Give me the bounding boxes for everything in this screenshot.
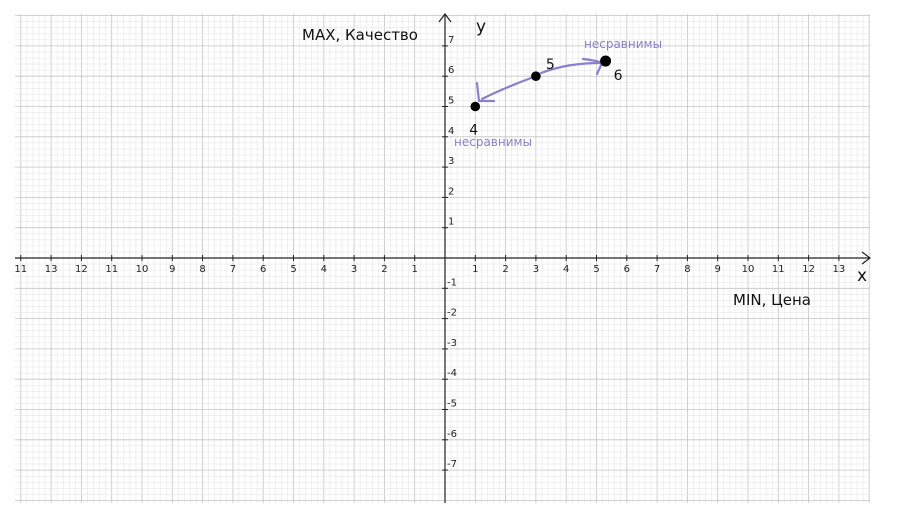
y-tick-labels: 1 2 3 4 5 6 7 -1 -2 -3 -4 -5 -6 -7 <box>442 35 457 471</box>
arrow-5-to-6 <box>539 61 603 75</box>
y-tick-label: 2 <box>448 186 454 197</box>
y-tick-label: -4 <box>447 368 457 379</box>
point-label-5: 5 <box>546 57 555 73</box>
y-tick-label: 3 <box>448 156 454 167</box>
y-tick-label: 4 <box>448 126 454 137</box>
arrow-5-to-4 <box>480 76 533 101</box>
x-tick-label: 11 <box>772 264 785 275</box>
annotation-incomparable-6: несравнимы <box>584 37 662 51</box>
point-label-4: 4 <box>469 123 478 139</box>
x-tick-label: 10 <box>136 264 149 275</box>
x-tick-label: 5 <box>593 264 599 275</box>
x-tick-label: 3 <box>533 264 539 275</box>
annotation-incomparable-4: несравнимы <box>454 135 532 149</box>
x-tick-label: 8 <box>684 264 690 275</box>
x-tick-label: 12 <box>802 264 815 275</box>
y-axis-arrowhead <box>438 13 452 23</box>
x-tick-label: 12 <box>75 264 88 275</box>
y-tick-label: -3 <box>447 338 457 349</box>
x-tick-label: 7 <box>654 264 660 275</box>
y-tick-label: -5 <box>447 399 457 410</box>
data-point-5 <box>531 71 541 81</box>
arrowhead-at-4 <box>475 81 496 103</box>
x-tick-label: 7 <box>230 264 236 275</box>
y-tick-label: 1 <box>448 217 454 228</box>
x-tick-label: 9 <box>715 264 721 275</box>
x-tick-label: 13 <box>833 264 846 275</box>
y-axis-letter: y <box>476 17 486 37</box>
x-tick-label: 2 <box>381 264 387 275</box>
x-tick-labels: 11 13 12 11 10 9 8 7 6 5 4 3 2 1 1 2 3 4 5 6 7 8 9 10 11 12 13 <box>14 255 845 275</box>
x-tick-label: 5 <box>290 264 296 275</box>
x-tick-label: 11 <box>105 264 118 275</box>
data-point-6 <box>600 55 612 67</box>
data-points: 4 5 6 <box>469 55 623 139</box>
x-tick-label: 11 <box>14 264 27 275</box>
x-axis-letter: x <box>857 266 867 286</box>
y-axis-caption: MAX, Качество <box>302 26 418 44</box>
x-tick-label: 2 <box>502 264 508 275</box>
x-tick-label: 8 <box>199 264 205 275</box>
x-tick-label: 4 <box>563 264 569 275</box>
x-tick-label: 6 <box>260 264 266 275</box>
point-label-6: 6 <box>614 68 623 84</box>
x-tick-label: 6 <box>624 264 630 275</box>
x-tick-label: 13 <box>45 264 58 275</box>
y-tick-label: 6 <box>448 65 454 76</box>
x-tick-label: 10 <box>742 264 755 275</box>
y-tick-label: -6 <box>447 429 457 440</box>
y-tick-label: 7 <box>448 35 454 46</box>
comparison-arrows <box>475 57 604 103</box>
x-axis-arrowhead <box>861 251 871 265</box>
axes <box>15 13 871 503</box>
x-tick-label: 3 <box>351 264 357 275</box>
y-tick-label: -7 <box>447 459 457 470</box>
y-tick-label: -1 <box>447 277 457 288</box>
x-tick-label: 4 <box>321 264 327 275</box>
data-point-4 <box>470 101 481 112</box>
y-tick-label: -2 <box>447 308 457 319</box>
x-tick-label: 1 <box>412 264 418 275</box>
x-tick-label: 9 <box>169 264 175 275</box>
y-tick-label: 5 <box>448 96 454 107</box>
x-axis-caption: MIN, Цена <box>733 291 811 309</box>
arrowhead-at-6 <box>581 57 604 76</box>
x-tick-label: 1 <box>472 264 478 275</box>
